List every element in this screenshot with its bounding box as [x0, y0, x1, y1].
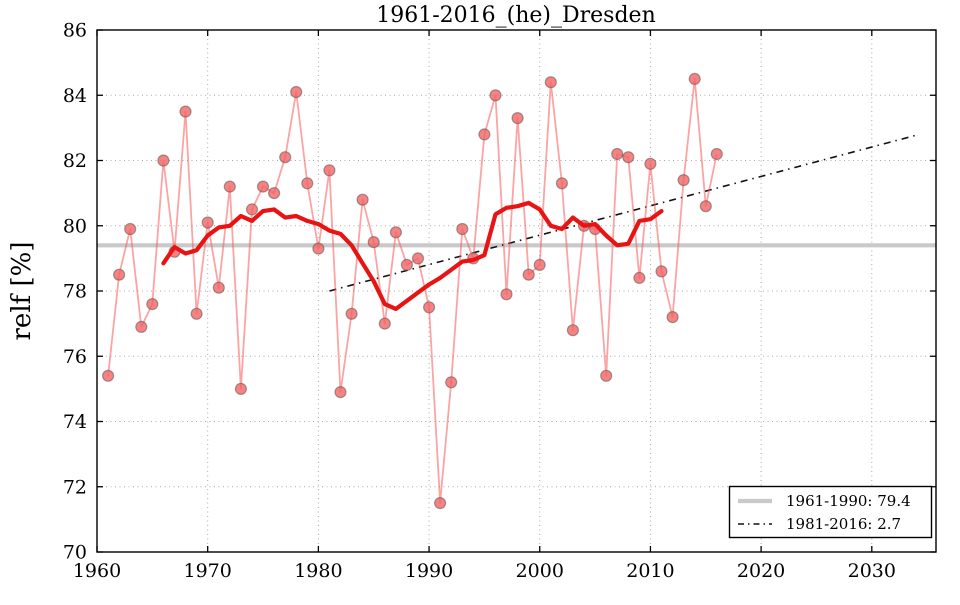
data-point — [378, 317, 391, 330]
data-point — [434, 497, 447, 510]
running-mean-line — [161, 200, 664, 311]
data-point — [112, 268, 126, 281]
chart-title: 1961-2016_(he)_Dresden — [376, 3, 656, 28]
data-point — [710, 147, 723, 161]
y-tick-label: 76 — [63, 346, 87, 368]
data-point — [345, 307, 358, 320]
data-point — [290, 85, 303, 99]
data-point — [478, 128, 491, 141]
data-point — [522, 268, 535, 281]
data-point — [245, 203, 259, 216]
data-point — [544, 76, 557, 89]
data-point — [356, 193, 369, 206]
data-point — [566, 324, 580, 337]
y-tick-label: 72 — [63, 476, 87, 498]
data-point — [334, 386, 347, 399]
data-point — [666, 311, 679, 324]
data-point — [423, 301, 436, 314]
data-point — [533, 258, 546, 271]
data-point — [688, 72, 701, 86]
y-tick-label: 70 — [63, 542, 87, 564]
data-point — [511, 111, 524, 125]
data-point — [411, 252, 425, 265]
data-point — [500, 288, 513, 301]
data-point — [367, 236, 380, 249]
data-point — [312, 242, 325, 255]
data-point — [268, 187, 281, 200]
data-point — [223, 180, 236, 193]
data-point — [135, 320, 148, 333]
data-point — [190, 307, 203, 320]
legend-box — [728, 485, 933, 539]
y-tick-label: 84 — [63, 85, 87, 107]
x-tick-label: 2000 — [516, 560, 564, 582]
data-point — [456, 222, 469, 236]
x-tick-label: 2020 — [737, 560, 785, 582]
data-point — [101, 369, 115, 382]
tick-layer — [96, 29, 936, 553]
y-tick-label: 82 — [63, 150, 87, 172]
x-tick-label: 1980 — [294, 560, 342, 582]
data-point — [489, 89, 502, 102]
data-point — [212, 281, 225, 294]
data-point — [234, 382, 247, 395]
legend-label-trend: 1981-2016: 2.7 — [786, 515, 901, 533]
x-tick-label: 1990 — [405, 560, 453, 582]
y-tick-label: 74 — [63, 411, 87, 433]
x-tick-label: 1960 — [73, 560, 121, 582]
data-point — [699, 200, 712, 213]
data-point — [445, 376, 458, 389]
y-tick-label: 86 — [63, 20, 87, 42]
data-point — [146, 298, 159, 311]
data-point — [677, 174, 690, 187]
x-tick-label: 2030 — [848, 560, 896, 582]
data-point — [633, 271, 646, 284]
data-point — [611, 147, 624, 161]
data-point — [600, 369, 613, 382]
legend: 1961-1990: 79.4 1981-2016: 2.7 — [728, 485, 933, 539]
x-tick-label: 1970 — [184, 560, 232, 582]
series-layer — [97, 72, 936, 510]
legend-label-reference: 1961-1990: 79.4 — [786, 492, 911, 510]
data-point — [201, 216, 214, 229]
tick-label-layer: 1960 1970 1980 1990 2000 2010 2020 2030 70 72 74 76… — [63, 20, 896, 583]
y-tick-label: 78 — [63, 281, 87, 303]
data-point — [179, 105, 192, 118]
data-point — [279, 151, 292, 164]
data-point — [655, 265, 668, 278]
data-point — [256, 180, 270, 193]
data-point — [323, 164, 336, 177]
data-point — [400, 258, 413, 271]
data-point — [124, 222, 137, 236]
data-point — [622, 151, 635, 164]
data-point — [644, 157, 657, 170]
grid-layer — [97, 30, 936, 552]
data-point — [389, 226, 402, 239]
data-point — [157, 154, 170, 167]
y-tick-label: 80 — [63, 215, 87, 237]
x-tick-label: 2010 — [626, 560, 674, 582]
data-point — [301, 177, 314, 190]
data-point — [555, 177, 569, 190]
y-axis-label: relf [%] — [7, 241, 37, 340]
